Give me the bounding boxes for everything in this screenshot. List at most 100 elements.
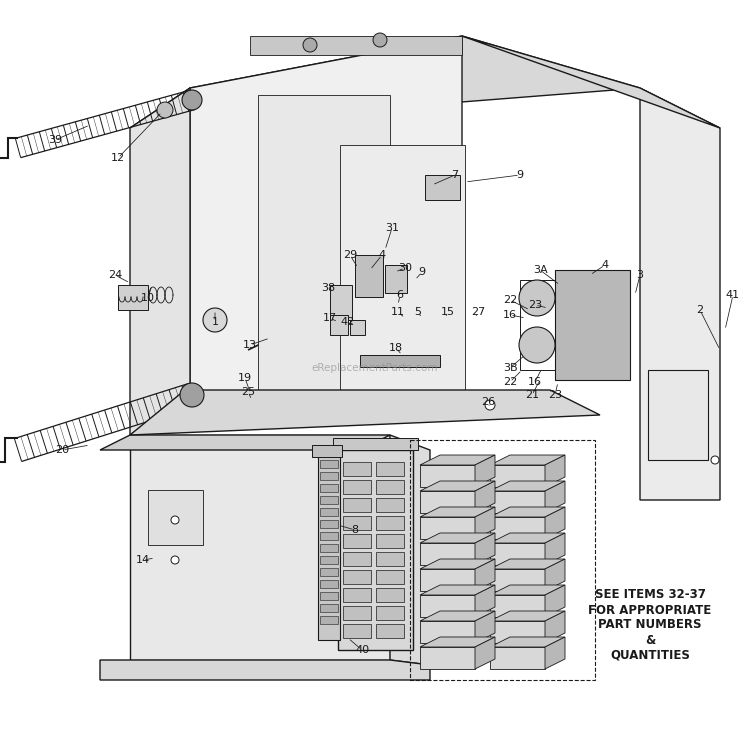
Circle shape (485, 400, 495, 410)
Bar (648, 370, 708, 460)
Text: 27: 27 (471, 307, 485, 317)
Polygon shape (490, 543, 545, 565)
Bar (320, 508, 338, 516)
Bar (320, 544, 338, 552)
Bar (376, 462, 404, 476)
Circle shape (711, 456, 719, 464)
Bar (376, 498, 404, 512)
Polygon shape (490, 611, 565, 621)
Polygon shape (420, 595, 475, 617)
Polygon shape (130, 36, 640, 128)
Circle shape (157, 102, 173, 118)
Circle shape (373, 33, 387, 47)
Text: 38: 38 (321, 283, 335, 293)
Polygon shape (490, 533, 565, 543)
Polygon shape (190, 36, 462, 395)
Polygon shape (490, 491, 545, 513)
Text: 16: 16 (503, 310, 517, 320)
Text: 2: 2 (697, 305, 703, 315)
Bar (425, 175, 460, 200)
Text: 15: 15 (441, 307, 455, 317)
Polygon shape (420, 455, 495, 465)
Text: 29: 29 (343, 250, 357, 260)
Bar (320, 484, 338, 492)
Polygon shape (420, 637, 495, 647)
Polygon shape (490, 507, 565, 517)
Circle shape (171, 556, 179, 564)
Text: 42: 42 (340, 317, 356, 327)
Bar (320, 616, 338, 624)
Bar (343, 606, 371, 620)
Circle shape (203, 308, 227, 332)
Text: 16: 16 (528, 377, 542, 387)
Polygon shape (130, 435, 390, 660)
Circle shape (303, 38, 317, 52)
Text: 22: 22 (503, 377, 518, 387)
Bar (376, 534, 404, 548)
Polygon shape (420, 559, 495, 569)
Polygon shape (545, 533, 565, 565)
Polygon shape (490, 569, 545, 591)
Text: 39: 39 (48, 135, 62, 145)
Text: 21: 21 (525, 390, 539, 400)
Polygon shape (118, 285, 148, 310)
Polygon shape (420, 481, 495, 491)
Polygon shape (420, 569, 475, 591)
Text: SEE ITEMS 32-37
FOR APPROPRIATE
PART NUMBERS
&
QUANTITIES: SEE ITEMS 32-37 FOR APPROPRIATE PART NUM… (588, 589, 712, 662)
Text: 26: 26 (481, 397, 495, 407)
Bar (330, 285, 352, 320)
Polygon shape (420, 533, 495, 543)
Bar (343, 480, 371, 494)
Polygon shape (250, 36, 462, 55)
Text: 14: 14 (136, 555, 150, 565)
Text: 6: 6 (397, 290, 404, 300)
Polygon shape (258, 95, 390, 390)
Text: 40: 40 (355, 645, 369, 655)
Bar (320, 460, 338, 468)
Text: 1: 1 (211, 317, 218, 327)
Text: 20: 20 (55, 445, 69, 455)
Bar (320, 568, 338, 576)
Circle shape (519, 280, 555, 316)
Bar (343, 534, 371, 548)
Polygon shape (490, 595, 545, 617)
Text: 7: 7 (452, 170, 458, 180)
Text: 23: 23 (528, 300, 542, 310)
Polygon shape (475, 481, 495, 513)
Polygon shape (390, 435, 430, 665)
Polygon shape (420, 507, 495, 517)
Bar (343, 552, 371, 566)
Polygon shape (490, 517, 545, 539)
Polygon shape (420, 543, 475, 565)
Polygon shape (545, 637, 565, 669)
Text: 3A: 3A (532, 265, 548, 275)
Text: 24: 24 (108, 270, 122, 280)
Bar (376, 606, 404, 620)
Polygon shape (555, 270, 630, 380)
Bar (376, 588, 404, 602)
Bar (320, 496, 338, 504)
Text: 18: 18 (389, 343, 403, 353)
Circle shape (182, 90, 202, 110)
Polygon shape (490, 621, 545, 643)
Text: 11: 11 (391, 307, 405, 317)
Text: 8: 8 (352, 525, 358, 535)
Bar (376, 552, 404, 566)
Bar (318, 455, 340, 640)
Bar (343, 588, 371, 602)
Text: 17: 17 (323, 313, 337, 323)
Polygon shape (490, 637, 565, 647)
Bar (148, 490, 203, 545)
Bar (360, 355, 440, 367)
Polygon shape (420, 465, 475, 487)
Text: 25: 25 (241, 387, 255, 397)
Text: 3: 3 (637, 270, 644, 280)
Text: 12: 12 (111, 153, 125, 163)
Text: 10: 10 (141, 293, 155, 303)
Circle shape (180, 383, 204, 407)
Bar (333, 438, 418, 450)
Bar (320, 580, 338, 588)
Polygon shape (475, 455, 495, 487)
Text: 31: 31 (385, 223, 399, 233)
Polygon shape (130, 88, 190, 435)
